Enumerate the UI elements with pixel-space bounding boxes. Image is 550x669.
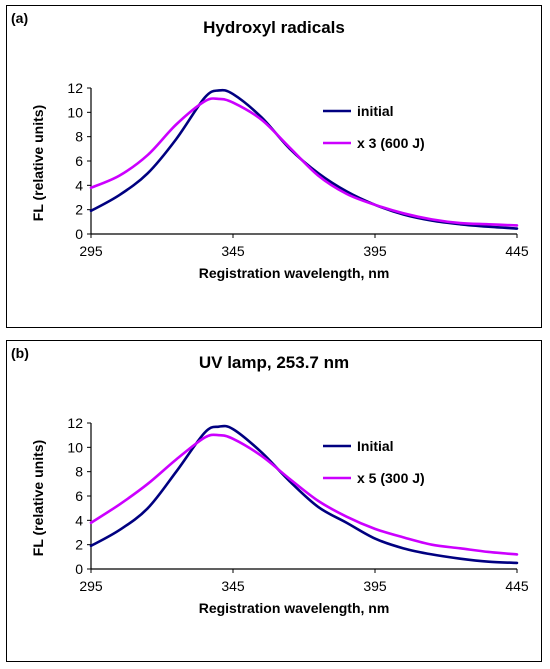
series-line-1 <box>89 424 519 565</box>
y-tick-label: 8 <box>75 129 83 145</box>
x-tick-label: 395 <box>363 243 387 259</box>
y-axis-title: FL (relative units) <box>30 440 46 556</box>
x-tick-label: 445 <box>505 243 529 259</box>
chart-panel-b: (b) UV lamp, 253.7 nm 0 2 4 6 8 10 12 295 345 395… <box>6 340 542 662</box>
y-axis-title: FL (relative units) <box>30 105 46 221</box>
x-axis-title: Registration wavelength, nm <box>199 265 390 281</box>
series-line-1 <box>89 88 519 230</box>
chart-panel-a: (a) Hydroxyl radicals 0 2 4 6 8 10 12 295 345 395… <box>6 5 542 328</box>
x-tick-label: 345 <box>221 243 245 259</box>
legend-label: initial <box>357 103 394 119</box>
y-tick-label: 2 <box>75 537 83 553</box>
panel-label: (b) <box>11 345 29 361</box>
x-tick-label: 295 <box>79 243 103 259</box>
series-line-2 <box>89 433 519 556</box>
y-tick-label: 12 <box>67 415 83 431</box>
y-tick-label: 8 <box>75 464 83 480</box>
x-tick-label: 295 <box>79 578 103 594</box>
x-tick-label: 395 <box>363 578 387 594</box>
x-tick-label: 445 <box>505 578 529 594</box>
x-tick-label: 345 <box>221 578 245 594</box>
chart-title: Hydroxyl radicals <box>203 18 345 37</box>
y-tick-label: 4 <box>75 512 83 528</box>
y-tick-label: 4 <box>75 177 83 193</box>
legend-label: x 5 (300 J) <box>357 470 425 486</box>
x-axis-title: Registration wavelength, nm <box>199 600 390 616</box>
chart-title: UV lamp, 253.7 nm <box>198 353 350 372</box>
y-tick-label: 2 <box>75 202 83 218</box>
y-tick-label: 6 <box>75 153 83 169</box>
y-tick-label: 10 <box>67 104 83 120</box>
chart-plot-a: 0 2 4 6 8 10 12 295 345 395 445 Registration wavele… <box>30 80 529 281</box>
panel-label: (a) <box>11 10 29 26</box>
y-tick-label: 0 <box>75 226 83 242</box>
y-tick-label: 6 <box>75 488 83 504</box>
chart-plot-b: 0 2 4 6 8 10 12 295 345 395 445 Registration wavele… <box>30 415 529 616</box>
legend-label: Initial <box>357 438 394 454</box>
y-tick-label: 10 <box>67 439 83 455</box>
legend-label: x 3 (600 J) <box>357 135 425 151</box>
y-tick-label: 12 <box>67 80 83 96</box>
series-line-2 <box>89 97 519 227</box>
y-tick-label: 0 <box>75 561 83 577</box>
